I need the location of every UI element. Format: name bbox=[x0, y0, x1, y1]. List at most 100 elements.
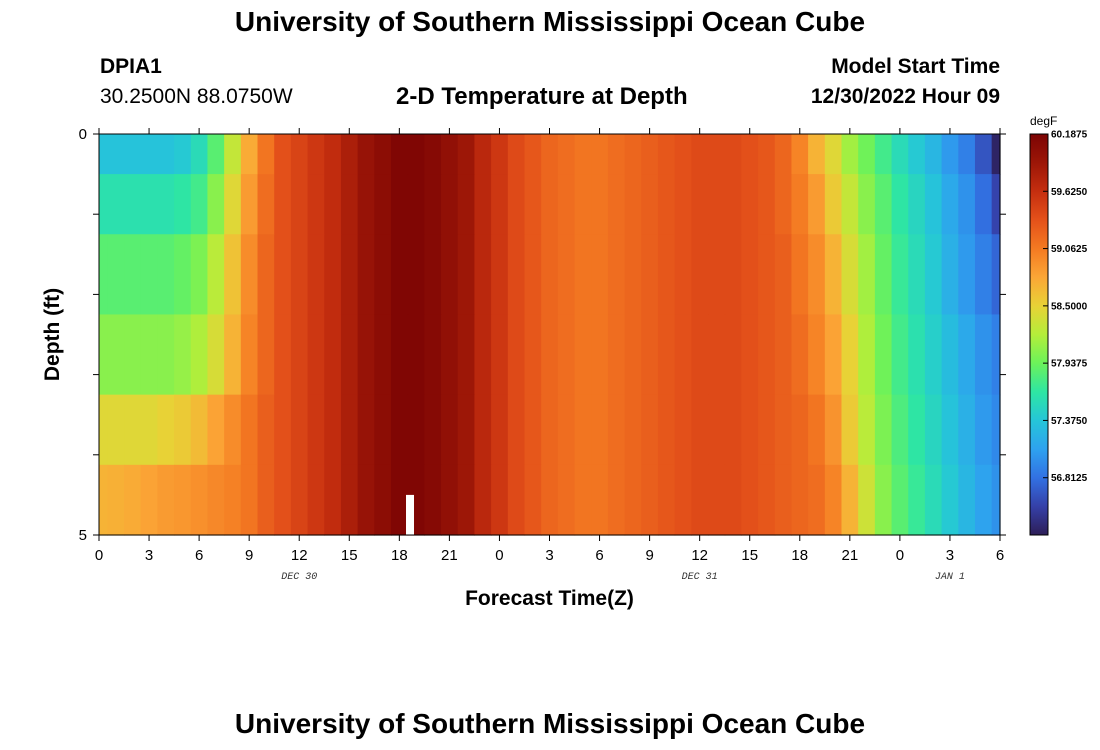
heatmap-cell bbox=[507, 234, 526, 316]
colorbar-label: 59.6250 bbox=[1051, 187, 1088, 198]
heatmap-cell bbox=[174, 464, 192, 536]
heatmap-cell bbox=[240, 234, 259, 316]
heatmap-cell bbox=[240, 394, 259, 466]
heatmap-cell bbox=[874, 464, 893, 536]
heatmap-cell bbox=[524, 394, 542, 466]
heatmap-cell bbox=[808, 464, 826, 536]
heatmap-cell bbox=[257, 134, 275, 175]
heatmap-cell bbox=[240, 464, 259, 536]
x-tick-label: 15 bbox=[341, 547, 358, 564]
heatmap-cell bbox=[257, 464, 275, 536]
heatmap-cell bbox=[157, 134, 175, 175]
heatmap-cell bbox=[491, 314, 509, 396]
heatmap-cell bbox=[824, 394, 843, 466]
heatmap-cell bbox=[457, 394, 476, 466]
heatmap-cell bbox=[441, 394, 459, 466]
heatmap-cell bbox=[257, 234, 275, 316]
heatmap-cell bbox=[424, 234, 442, 316]
heatmap-cell bbox=[791, 234, 809, 316]
heatmap-cell bbox=[474, 174, 492, 235]
x-tick-label: 3 bbox=[145, 547, 153, 564]
heatmap-cell bbox=[107, 464, 125, 536]
heatmap-cell bbox=[107, 174, 125, 235]
heatmap-cell bbox=[124, 134, 142, 175]
heatmap-cell bbox=[958, 464, 976, 536]
heatmap-cell bbox=[641, 234, 659, 316]
heatmap-cell bbox=[474, 134, 492, 175]
heatmap-cell bbox=[858, 464, 876, 536]
heatmap-cell bbox=[457, 174, 476, 235]
heatmap-cell bbox=[958, 134, 976, 175]
heatmap-cell bbox=[724, 174, 742, 235]
heatmap-cell bbox=[591, 394, 609, 466]
heatmap-cell bbox=[157, 174, 175, 235]
colorbar-label: 60.1875 bbox=[1051, 130, 1088, 141]
heatmap-cell bbox=[674, 174, 692, 235]
heatmap-cell bbox=[541, 234, 559, 316]
heatmap-cell bbox=[841, 464, 859, 536]
heatmap-cell bbox=[441, 314, 459, 396]
heatmap-cell bbox=[841, 314, 859, 396]
model-start-label: Model Start Time bbox=[831, 55, 1000, 78]
heatmap-cell bbox=[591, 314, 609, 396]
x-tick-label: 12 bbox=[291, 547, 308, 564]
heatmap-cell bbox=[641, 314, 659, 396]
heatmap-cell bbox=[591, 134, 609, 175]
heatmap-cell bbox=[974, 134, 993, 175]
heatmap-cell bbox=[874, 174, 893, 235]
x-tick-label: 12 bbox=[691, 547, 708, 564]
heatmap-cell bbox=[340, 314, 359, 396]
heatmap-cell bbox=[691, 314, 709, 396]
heatmap-cell bbox=[207, 234, 225, 316]
heatmap-cell bbox=[824, 464, 843, 536]
heatmap-cell bbox=[591, 464, 609, 536]
heatmap-cell bbox=[841, 134, 859, 175]
heatmap-cell bbox=[924, 394, 943, 466]
heatmap-cell bbox=[507, 314, 526, 396]
heatmap-cell bbox=[724, 464, 742, 536]
heatmap-cell bbox=[741, 234, 759, 316]
heatmap-cell bbox=[974, 464, 993, 536]
heatmap-cell bbox=[991, 394, 1001, 466]
y-tick-label: 5 bbox=[79, 527, 87, 544]
heatmap-cell bbox=[991, 134, 1001, 175]
heatmap-cell bbox=[290, 314, 309, 396]
y-tick-label: 0 bbox=[79, 126, 87, 143]
heatmap-cell bbox=[207, 174, 225, 235]
heatmap-cell bbox=[507, 394, 526, 466]
heatmap-cell bbox=[99, 234, 108, 316]
heatmap-cell bbox=[691, 394, 709, 466]
heatmap-cell bbox=[858, 134, 876, 175]
heatmap-cell bbox=[741, 314, 759, 396]
heatmap-cell bbox=[457, 314, 476, 396]
heatmap-cell bbox=[340, 174, 359, 235]
heatmap-cell bbox=[474, 464, 492, 536]
heatmap-cell bbox=[991, 464, 1001, 536]
colorbar-label: 57.9375 bbox=[1051, 359, 1088, 370]
heatmap-cell bbox=[174, 174, 192, 235]
heatmap-cell bbox=[524, 134, 542, 175]
heatmap-cell bbox=[624, 394, 642, 466]
heatmap-cell bbox=[441, 134, 459, 175]
heatmap-cell bbox=[207, 134, 225, 175]
heatmap-cell bbox=[808, 134, 826, 175]
heatmap-cell bbox=[124, 394, 142, 466]
heatmap-cell bbox=[491, 234, 509, 316]
heatmap-cell bbox=[891, 134, 909, 175]
heatmap-cell bbox=[491, 394, 509, 466]
heatmap-cell bbox=[908, 134, 926, 175]
heatmap-cell bbox=[874, 314, 893, 396]
station-coords: 30.2500N 88.0750W bbox=[100, 85, 293, 108]
heatmap-cell bbox=[324, 394, 342, 466]
heatmap-cell bbox=[541, 174, 559, 235]
heatmap-cell bbox=[841, 234, 859, 316]
heatmap-cell bbox=[307, 134, 325, 175]
heatmap-cell bbox=[99, 134, 108, 175]
heatmap-cell bbox=[574, 394, 592, 466]
heatmap-cell bbox=[390, 394, 409, 466]
heatmap-cell bbox=[457, 234, 476, 316]
heatmap-cell bbox=[140, 314, 158, 396]
heatmap-cell bbox=[99, 314, 108, 396]
heatmap-cell bbox=[607, 314, 626, 396]
heatmap-cell bbox=[224, 394, 242, 466]
